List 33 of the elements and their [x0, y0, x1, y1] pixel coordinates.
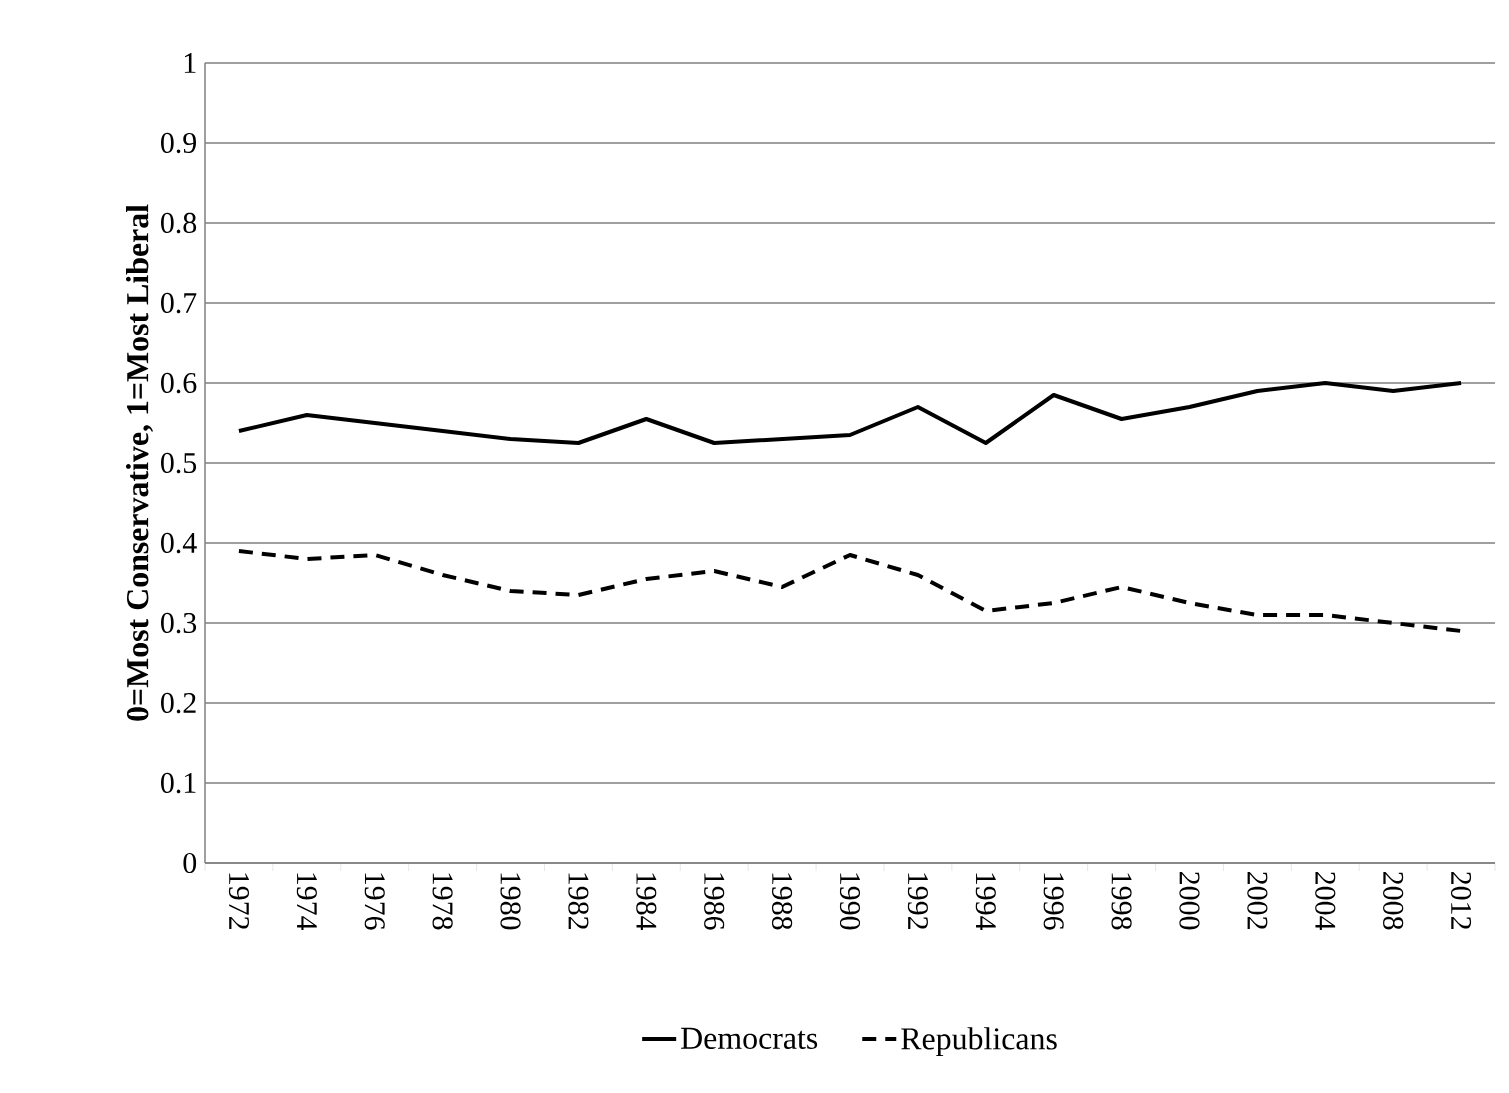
y-tick-label: 0.3	[161, 612, 197, 634]
x-tick-label: 1982	[568, 873, 589, 929]
x-tick-label: 1978	[432, 873, 453, 930]
y-tick-label: 0.4	[161, 532, 197, 554]
x-tick-label: 1972	[228, 873, 249, 929]
x-tick-label: 2002	[1247, 872, 1268, 929]
x-tick-label: 1974	[296, 873, 317, 931]
legend-label: Republicans	[901, 1027, 1057, 1057]
y-tick-label: 0.7	[161, 292, 197, 314]
x-tick-label: 2012	[1450, 872, 1472, 929]
x-tick-label: 1976	[364, 873, 385, 930]
x-tick-label: 1980	[500, 873, 521, 930]
x-tick-label: 2004	[1315, 872, 1336, 931]
y-tick-label: 0.9	[161, 132, 196, 154]
y-tick-label: 1	[184, 53, 196, 73]
y-tick-label: 0.1	[161, 772, 196, 794]
x-tick-label: 1986	[704, 873, 725, 930]
y-tick-label: 0.6	[161, 372, 197, 394]
x-tick-label: 1988	[772, 873, 793, 930]
legend-label: Democrats	[681, 1027, 818, 1049]
x-tick-label: 1992	[907, 873, 928, 929]
y-tick-label: 0.8	[161, 212, 197, 234]
x-tick-label: 2000	[1179, 872, 1200, 930]
x-tick-label: 1996	[1043, 873, 1064, 930]
x-tick-label: 2008	[1383, 872, 1404, 930]
y-tick-label: 0.5	[161, 452, 197, 474]
x-tick-label: 1994	[975, 873, 996, 931]
x-tick-label: 1984	[636, 873, 657, 931]
y-axis-title: 0=Most Conservative, 1=Most Liberal	[125, 204, 154, 721]
x-tick-label: 1998	[1111, 873, 1132, 930]
y-tick-label: 0.2	[161, 692, 196, 714]
x-tick-label: 1990	[839, 873, 861, 930]
y-tick-label: 0	[183, 852, 197, 874]
